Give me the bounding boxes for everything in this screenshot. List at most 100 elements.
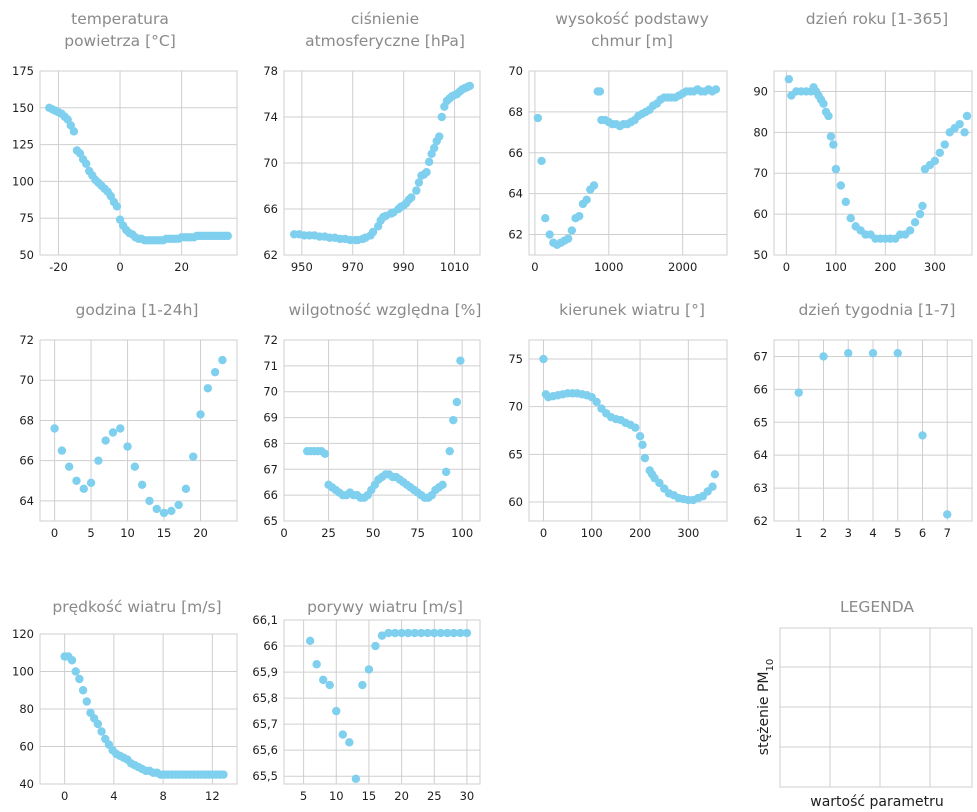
data-point [456, 628, 465, 638]
data-point [332, 706, 341, 716]
data-point [407, 193, 416, 202]
data-point [219, 770, 228, 779]
x-tick-label: 15 [157, 526, 172, 540]
data-point [836, 181, 846, 190]
y-tick-label: 66,1 [252, 613, 278, 627]
data-point [94, 456, 103, 465]
y-tick-label: 66 [508, 146, 523, 160]
y-tick-label: 90 [753, 84, 768, 98]
y-tick-label: 120 [12, 627, 34, 641]
data-point [452, 397, 462, 407]
x-tick-label: 10 [120, 526, 135, 540]
data-point [203, 384, 213, 393]
y-tick-label: 70 [263, 156, 278, 170]
data-point [831, 164, 841, 174]
plot-frame [283, 70, 481, 256]
plot-frame [283, 339, 481, 522]
y-tick-label: 65,6 [252, 743, 278, 757]
x-tick-label: -20 [49, 260, 68, 274]
data-point [410, 628, 419, 638]
x-tick-label: 200 [874, 260, 896, 274]
chart-title: wysokość podstawy [555, 10, 709, 28]
data-point [575, 211, 584, 221]
plot-frame [528, 70, 728, 256]
plot-frame [283, 619, 481, 785]
legend-title: LEGENDA [840, 598, 914, 616]
y-tick-label: 78 [263, 64, 278, 78]
x-tick-label: 1000 [594, 260, 623, 274]
data-point [655, 478, 664, 488]
data-point [436, 628, 445, 638]
x-tick-label: 100 [825, 260, 847, 274]
x-tick-label: 0 [531, 260, 538, 274]
data-point [312, 660, 321, 669]
plot-frame [39, 339, 238, 522]
data-point [915, 209, 925, 219]
data-point [465, 81, 475, 91]
data-point [384, 628, 393, 638]
data-point [846, 214, 855, 223]
x-tick-label: 50 [366, 526, 381, 540]
chart-title: porywy wiatru [m/s] [307, 598, 463, 616]
data-point [635, 432, 645, 441]
data-point [123, 442, 132, 451]
data-point [437, 112, 447, 122]
data-point [130, 462, 140, 471]
chart-title: powietrza [°C] [64, 32, 176, 50]
y-tick-label: 100 [12, 665, 34, 679]
data-point [210, 367, 220, 377]
x-tick-label: 75 [410, 526, 425, 540]
plot-frame [39, 70, 238, 256]
data-point [403, 628, 413, 638]
data-point [69, 127, 79, 136]
data-point [794, 388, 803, 397]
data-point [81, 159, 91, 168]
data-point [829, 140, 838, 149]
data-point [962, 111, 972, 121]
plot-frame [39, 633, 238, 785]
y-tick-label: 64 [508, 187, 523, 201]
legend-y-label-subscript: 10 [765, 659, 776, 672]
data-point [631, 423, 640, 432]
data-point [918, 201, 927, 211]
data-point [368, 227, 378, 237]
data-point [905, 226, 915, 235]
x-tick-label: 0 [280, 526, 287, 540]
x-tick-label: 20 [174, 260, 189, 274]
data-point [71, 667, 80, 676]
x-tick-label: 25 [427, 789, 442, 803]
y-tick-label: 64 [19, 494, 34, 508]
y-tick-label: 65,9 [252, 665, 278, 679]
data-point [152, 504, 161, 514]
x-tick-label: 950 [291, 260, 313, 274]
y-tick-label: 100 [12, 174, 34, 188]
data-point [101, 436, 110, 445]
plot-frame [773, 339, 973, 522]
data-point [320, 449, 330, 458]
x-tick-label: 5 [300, 789, 307, 803]
data-point [82, 697, 91, 706]
chart-title: dzień roku [1-365] [806, 10, 948, 28]
x-tick-label: 20 [193, 526, 208, 540]
y-tick-label: 80 [19, 702, 34, 716]
data-point [819, 99, 828, 108]
y-tick-label: 66 [263, 202, 278, 216]
x-tick-label: 12 [205, 789, 220, 803]
chart-title: dzień tygodnia [1-7] [799, 301, 956, 319]
x-tick-label: 1 [795, 526, 802, 540]
data-point [449, 628, 459, 638]
legend-x-label: wartość parametru [810, 794, 943, 810]
x-tick-label: 10 [329, 789, 344, 803]
y-tick-label: 66 [753, 382, 768, 396]
chart-10: 5 10 15 20 25 30 65,5 65,6 65,7 65,8 65,9 66 66,1 por… [252, 598, 481, 803]
data-point [181, 484, 191, 494]
chart-5: 0 5 10 15 20 64 66 68 70 72 godzina [1-24h] [19, 301, 238, 540]
data-point [582, 195, 591, 204]
data-point [167, 506, 176, 516]
y-tick-label: 72 [263, 333, 278, 347]
chart-1: -20 0 20 50 75 100 125 150 175 temperatura powietr… [12, 10, 238, 274]
data-point [137, 480, 147, 489]
data-point [955, 119, 964, 129]
y-tick-label: 175 [12, 64, 34, 78]
